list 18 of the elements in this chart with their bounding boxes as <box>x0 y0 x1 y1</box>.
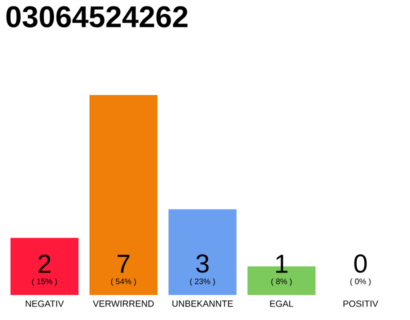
data-label: 3 <box>196 254 209 273</box>
annotation: ( 54% ) <box>111 278 136 286</box>
x-tick-label: UNBEKANNTE <box>172 300 233 307</box>
annotation: ( 0% ) <box>350 278 371 286</box>
bar <box>168 209 236 295</box>
x-tick-label: EGAL <box>270 300 294 307</box>
annotation: ( 8% ) <box>271 278 292 286</box>
chart-title: 03064524262 <box>6 6 188 28</box>
data-label: 2 <box>38 254 50 273</box>
bar <box>90 94 158 295</box>
x-tick-label: POSITIV <box>343 300 378 307</box>
data-label: 7 <box>118 254 130 273</box>
x-tick-label: VERWIRREND <box>92 300 154 307</box>
annotation: ( 15% ) <box>32 278 57 286</box>
data-label: 0 <box>354 254 367 273</box>
bar <box>10 238 79 295</box>
annotation: ( 23% ) <box>190 278 215 286</box>
x-tick-label: NEGATIV <box>26 300 64 307</box>
